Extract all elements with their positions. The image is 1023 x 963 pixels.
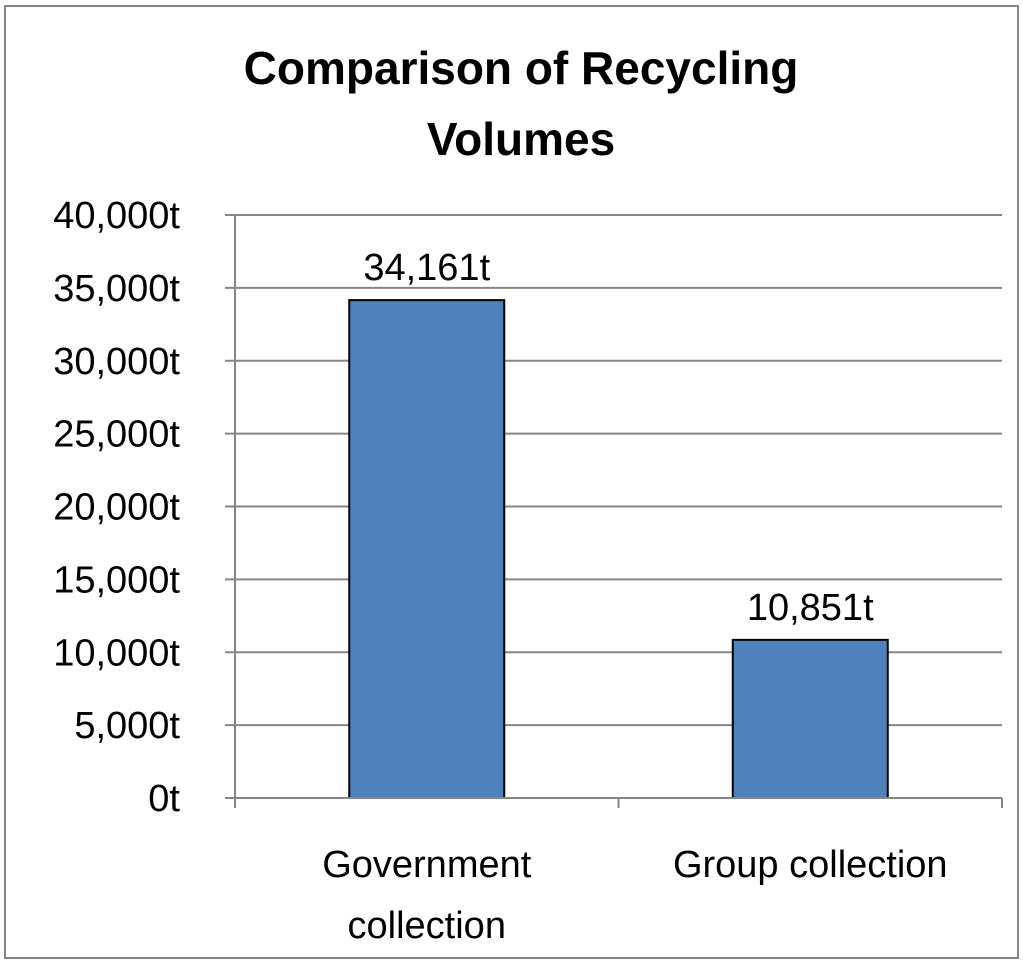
x-axis-category-labels: Government collection Group collection xyxy=(322,844,947,947)
y-tick-label: 40,000t xyxy=(53,195,180,237)
x-category-label: Group collection xyxy=(673,844,948,886)
chart-title-line-1: Comparison of Recycling xyxy=(244,42,799,94)
y-tick-label: 10,000t xyxy=(53,632,180,674)
bar-data-label: 10,851t xyxy=(747,587,874,629)
chart-title: Comparison of Recycling Volumes xyxy=(244,42,799,165)
axes xyxy=(234,215,1003,808)
y-tick-label: 25,000t xyxy=(53,414,180,456)
y-axis-tick-labels: 0t 5,000t 10,000t 15,000t 20,000t 25,000t 30,0… xyxy=(53,195,235,820)
bar xyxy=(348,299,506,799)
x-category-label: collection xyxy=(348,905,506,947)
y-tick-label: 5,000t xyxy=(74,705,180,747)
chart-title-line-2: Volumes xyxy=(427,113,615,165)
bar xyxy=(731,638,889,799)
y-tick-label: 15,000t xyxy=(53,559,180,601)
y-tick-label: 30,000t xyxy=(53,341,180,383)
y-tick-label: 0t xyxy=(148,778,180,820)
y-tick-label: 20,000t xyxy=(53,487,180,529)
bars xyxy=(348,299,889,799)
chart-area xyxy=(4,5,1019,959)
data-labels: 34,161t 10,851t xyxy=(363,247,874,629)
y-tick-label: 35,000t xyxy=(53,268,180,310)
bar-data-label: 34,161t xyxy=(363,247,490,289)
x-category-label: Government xyxy=(322,844,532,886)
